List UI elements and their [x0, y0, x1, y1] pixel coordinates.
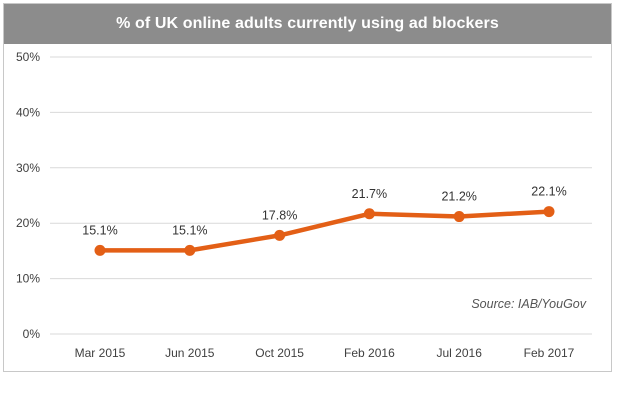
source-note: Source: IAB/YouGov	[471, 297, 586, 311]
x-tick-label: Jun 2015	[165, 346, 215, 360]
data-point	[363, 208, 375, 220]
data-point	[453, 211, 465, 223]
data-points	[94, 206, 555, 256]
data-label: 17.8%	[262, 208, 297, 222]
data-point	[94, 244, 106, 256]
data-label: 22.1%	[531, 185, 566, 199]
data-point	[184, 244, 196, 256]
y-tick-label: 0%	[23, 327, 41, 341]
chart-title: % of UK online adults currently using ad…	[4, 4, 611, 44]
x-tick-label: Mar 2015	[75, 346, 126, 360]
x-tick-label: Jul 2016	[437, 346, 483, 360]
data-label: 15.1%	[172, 223, 207, 237]
gridlines	[50, 56, 592, 335]
y-axis: 0% 10% 20% 30% 40% 50%	[16, 50, 40, 341]
data-label: 21.7%	[352, 187, 387, 201]
data-label: 15.1%	[82, 223, 117, 237]
data-point	[543, 206, 555, 218]
y-tick-label: 50%	[16, 50, 40, 64]
y-tick-label: 30%	[16, 161, 40, 175]
y-tick-label: 10%	[16, 272, 40, 286]
data-point	[274, 229, 286, 241]
data-label: 21.2%	[441, 190, 476, 204]
y-tick-label: 40%	[16, 105, 40, 119]
x-tick-label: Oct 2015	[255, 346, 304, 360]
x-tick-label: Feb 2016	[344, 346, 395, 360]
series-line	[97, 209, 552, 253]
chart-frame: % of UK online adults currently using ad…	[3, 3, 612, 372]
x-tick-label: Feb 2017	[524, 346, 575, 360]
x-axis: Mar 2015 Jun 2015 Oct 2015 Feb 2016 Jul 2016…	[75, 346, 575, 360]
series-line-group	[97, 209, 552, 253]
y-tick-label: 20%	[16, 216, 40, 230]
data-labels: 15.1% 15.1% 17.8% 21.7% 21.2% 22.1%	[82, 185, 566, 238]
